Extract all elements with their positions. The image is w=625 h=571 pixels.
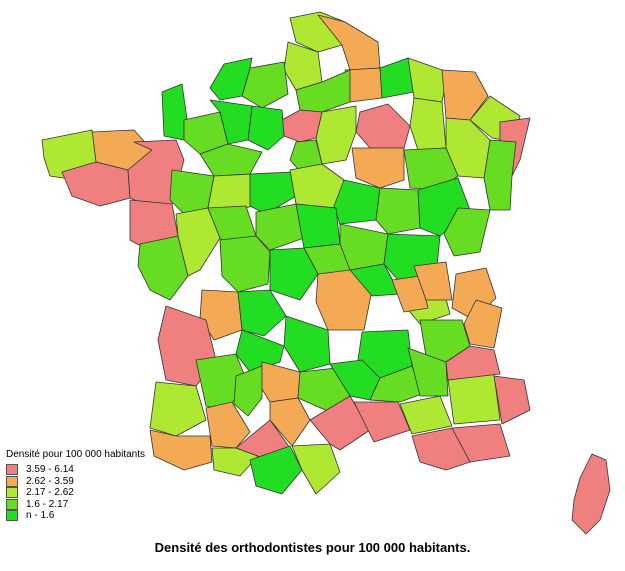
corsica-region <box>571 453 611 535</box>
legend-label: 1.6 - 2.17 <box>26 498 69 510</box>
department-region <box>209 99 253 145</box>
legend-swatch <box>6 475 18 487</box>
map-caption: Densité des orthodontistes pour 100 000 … <box>154 540 471 555</box>
department-region <box>61 161 131 207</box>
department-region <box>237 289 287 337</box>
department-region <box>281 109 323 143</box>
department-region <box>407 347 449 397</box>
department-region <box>463 299 503 349</box>
department-region <box>441 69 489 121</box>
department-region <box>351 147 405 189</box>
department-region <box>169 169 215 215</box>
department-region <box>411 427 471 471</box>
department-region <box>369 365 423 403</box>
department-region <box>375 187 421 235</box>
legend-items: 3.59 - 6.14 2.62 - 3.59 2.17 - 2.62 1.6 - 2… <box>6 464 156 522</box>
department-region <box>407 57 449 103</box>
department-region <box>199 289 243 341</box>
department-region <box>233 365 263 417</box>
department-region <box>249 171 297 215</box>
department-region <box>199 143 263 177</box>
department-region <box>333 179 381 225</box>
department-region <box>149 381 207 437</box>
department-region <box>209 57 253 101</box>
legend-label: 2.62 - 3.59 <box>26 475 74 487</box>
legend-label: 2.17 - 2.62 <box>26 487 74 499</box>
department-region <box>447 373 501 425</box>
department-region <box>391 275 429 313</box>
legend-swatch <box>6 464 18 476</box>
legend-item: n - 1.6 <box>6 510 156 522</box>
france-choropleth-map <box>41 11 611 535</box>
department-region <box>309 395 371 451</box>
department-region <box>409 97 447 151</box>
department-region <box>445 345 501 381</box>
legend-item: 1.6 - 2.17 <box>6 498 156 511</box>
department-region <box>315 105 357 165</box>
department-region <box>344 67 383 103</box>
map-legend: Densité pour 100 000 habitants 3.59 - 6.… <box>6 449 156 522</box>
department-region <box>399 395 453 435</box>
legend-swatch <box>6 510 18 522</box>
legend-item: 3.59 - 6.14 <box>6 464 156 476</box>
department-region <box>355 103 411 149</box>
department-region <box>443 207 491 257</box>
department-region <box>247 105 285 151</box>
legend-label: 3.59 - 6.14 <box>26 464 74 476</box>
department-region <box>295 203 341 249</box>
department-region <box>255 203 305 251</box>
department-region <box>269 397 311 447</box>
department-region <box>493 375 531 425</box>
department-region <box>451 423 511 463</box>
department-region <box>149 429 213 471</box>
legend-item: 2.17 - 2.62 <box>6 487 156 499</box>
department-region <box>413 261 453 301</box>
department-region <box>283 315 331 373</box>
department-region <box>205 401 251 449</box>
department-region <box>259 361 301 403</box>
department-region <box>219 235 271 293</box>
department-region <box>269 247 319 301</box>
department-region <box>249 445 303 495</box>
department-region <box>211 447 259 477</box>
legend-item: 2.62 - 3.59 <box>6 475 156 488</box>
department-region <box>483 139 517 211</box>
legend-swatch <box>6 498 18 510</box>
legend-title: Densité pour 100 000 habitants <box>6 449 145 460</box>
legend-swatch <box>6 487 18 499</box>
department-region <box>291 443 341 495</box>
legend-label: n - 1.6 <box>26 510 55 522</box>
